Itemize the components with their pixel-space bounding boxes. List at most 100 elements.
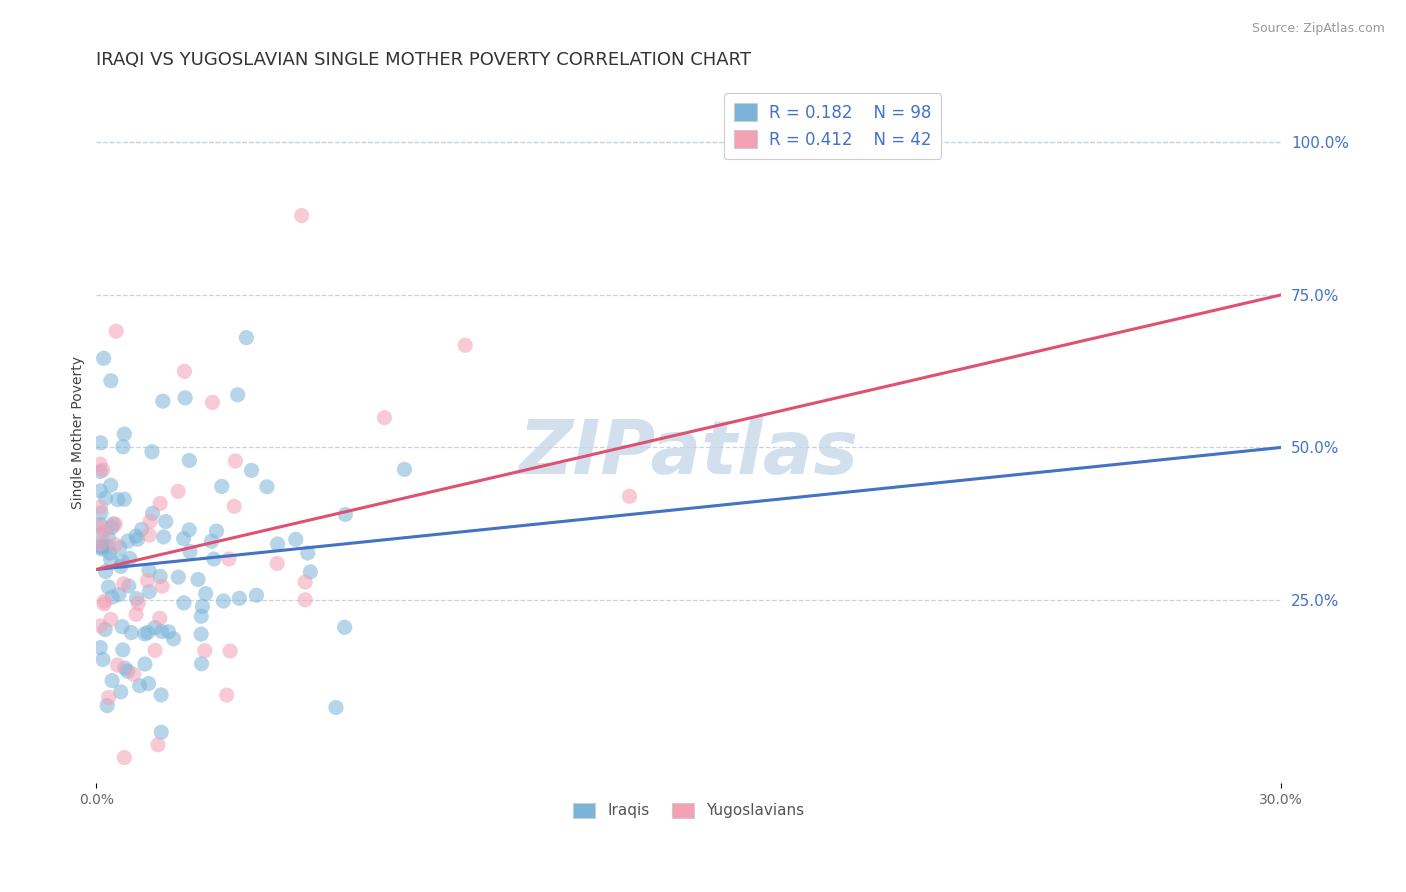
Point [118,579,141,593]
Point [394,462,416,476]
Text: ZIPatlas: ZIPatlas [519,417,859,490]
Point [224,500,246,514]
Point [104,538,127,552]
Point [200,534,222,549]
Point [150,725,173,739]
Point [149,611,172,625]
Point [89,500,111,515]
Legend: Iraqis, Yugoslavians: Iraqis, Yugoslavians [568,797,810,824]
Point [117,665,139,679]
Point [284,533,307,547]
Point [179,544,201,558]
Point [100,478,122,492]
Point [202,552,225,566]
Point [93,351,115,366]
Point [100,552,122,566]
Point [89,483,111,498]
Point [191,599,214,614]
Point [167,570,190,584]
Point [190,627,212,641]
Point [152,530,174,544]
Point [97,690,120,705]
Point [112,750,135,764]
Point [190,657,212,671]
Point [266,537,288,551]
Point [90,540,112,554]
Point [266,557,288,571]
Point [149,569,172,583]
Point [89,519,111,533]
Point [131,522,153,536]
Point [100,374,122,388]
Point [101,590,124,604]
Point [155,515,177,529]
Point [107,492,129,507]
Point [138,676,160,690]
Point [157,624,180,639]
Point [454,338,477,352]
Point [335,508,357,522]
Point [107,658,129,673]
Point [103,516,125,531]
Point [117,534,139,549]
Point [228,591,250,606]
Point [122,667,145,681]
Point [190,609,212,624]
Point [162,632,184,646]
Point [90,435,112,450]
Point [127,596,149,610]
Point [297,546,319,560]
Point [134,627,156,641]
Point [256,480,278,494]
Point [134,657,156,671]
Point [333,620,356,634]
Point [112,427,135,442]
Point [91,463,114,477]
Y-axis label: Single Mother Poverty: Single Mother Poverty [72,356,86,508]
Point [89,537,111,551]
Point [139,514,162,528]
Point [143,643,166,657]
Point [89,619,111,633]
Point [294,592,316,607]
Point [136,625,159,640]
Point [93,597,115,611]
Point [101,520,124,534]
Point [100,612,122,626]
Point [111,555,134,569]
Point [240,463,263,477]
Point [125,591,148,606]
Point [91,652,114,666]
Point [373,410,395,425]
Point [226,388,249,402]
Point [97,580,120,594]
Text: Source: ZipAtlas.com: Source: ZipAtlas.com [1251,22,1385,36]
Point [174,391,197,405]
Point [218,552,240,566]
Point [110,559,132,574]
Point [205,524,228,538]
Point [299,565,322,579]
Point [245,588,267,602]
Point [187,573,209,587]
Point [167,484,190,499]
Point [94,565,117,579]
Point [325,700,347,714]
Point [201,395,224,409]
Point [173,596,195,610]
Point [146,738,169,752]
Point [93,594,115,608]
Point [89,517,111,532]
Point [94,491,117,506]
Point [97,531,120,545]
Point [90,540,112,554]
Point [224,454,246,468]
Point [89,527,111,541]
Point [98,546,121,560]
Point [194,586,217,600]
Point [136,574,159,588]
Point [94,623,117,637]
Point [90,506,112,520]
Point [150,624,173,639]
Point [173,532,195,546]
